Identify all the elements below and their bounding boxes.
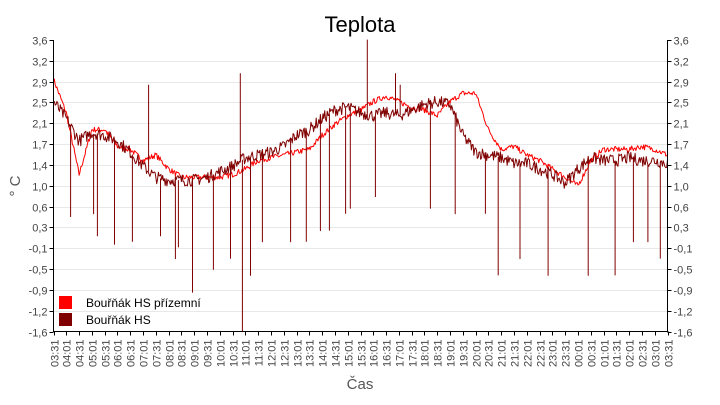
x-tick-label: 13:01 bbox=[293, 340, 305, 368]
x-tick-label: 05:01 bbox=[88, 340, 100, 368]
y-tick-label: 3,2 bbox=[32, 57, 47, 69]
legend-swatch-2 bbox=[59, 313, 72, 326]
y-tick-label: 2,5 bbox=[32, 98, 47, 110]
x-tick-label: 06:01 bbox=[113, 340, 125, 368]
x-tick-label: 23:31 bbox=[561, 340, 573, 368]
x-tick-label: 04:31 bbox=[75, 340, 87, 368]
y-tick-label: 1,7 bbox=[32, 140, 47, 152]
x-tick-label: 14:31 bbox=[331, 340, 343, 368]
y-tick-label-right: 2,5 bbox=[674, 98, 689, 110]
x-tick-label: 20:01 bbox=[472, 340, 484, 368]
x-axis-ticks: 03:31 04:01 04:31 05:01 05:31 06:01 06:31 07:01… bbox=[50, 331, 676, 368]
x-tick-label: 03:31 bbox=[50, 340, 62, 368]
x-tick-label: 19:01 bbox=[446, 340, 458, 368]
y-tick-label-right: -0,1 bbox=[674, 244, 693, 256]
x-tick-label: 20:31 bbox=[484, 340, 496, 368]
x-tick-label: 21:31 bbox=[510, 340, 522, 368]
gridlines bbox=[53, 61, 668, 312]
x-tick-label: 01:31 bbox=[612, 340, 624, 368]
series-line-bournak-hs bbox=[53, 39, 668, 332]
y-axis-label: ° C bbox=[7, 175, 24, 196]
y-tick-label-right: -1,2 bbox=[674, 307, 693, 319]
y-tick-label-right: 0,6 bbox=[674, 203, 689, 215]
x-tick-label: 00:31 bbox=[587, 340, 599, 368]
x-tick-label: 22:01 bbox=[523, 340, 535, 368]
y-tick-label-right: 3,6 bbox=[674, 36, 689, 48]
x-tick-label: 08:31 bbox=[177, 340, 189, 368]
legend-item-2[interactable]: Bouřňák HS bbox=[59, 313, 151, 327]
x-tick-label: 07:01 bbox=[139, 340, 151, 368]
x-tick-label: 23:01 bbox=[548, 340, 560, 368]
chart-title: Teplota bbox=[325, 12, 397, 37]
x-tick-label: 11:31 bbox=[254, 340, 266, 367]
y-tick-label-right: 1,0 bbox=[674, 182, 689, 194]
x-tick-label: 09:01 bbox=[190, 340, 202, 368]
x-tick-label: 06:31 bbox=[126, 340, 138, 368]
y-tick-label: -0,1 bbox=[29, 244, 48, 256]
x-tick-label: 12:01 bbox=[267, 340, 279, 368]
x-tick-label: 02:01 bbox=[625, 340, 637, 368]
legend: Bouřňák HS přízemní Bouřňák HS bbox=[59, 296, 201, 327]
legend-swatch-1 bbox=[59, 296, 72, 309]
x-tick-label: 18:01 bbox=[420, 340, 432, 368]
x-tick-label: 10:01 bbox=[216, 340, 228, 368]
y-tick-label: 0,6 bbox=[32, 203, 47, 215]
x-tick-label: 12:31 bbox=[280, 340, 292, 368]
y-tick-label: 3,6 bbox=[32, 36, 47, 48]
x-tick-label: 07:31 bbox=[152, 340, 164, 368]
x-tick-label: 17:01 bbox=[395, 340, 407, 368]
y-tick-label-right: 3,2 bbox=[674, 57, 689, 69]
x-axis-label: Čas bbox=[347, 376, 374, 393]
y-tick-label-right: 0,3 bbox=[674, 223, 689, 235]
y-tick-label-right: -0,5 bbox=[674, 265, 693, 277]
x-tick-label: 11:01 bbox=[241, 340, 253, 367]
series-lines bbox=[53, 39, 668, 332]
y-axis-ticks: 3,6 3,6 3,2 3,2 2,9 2,9 2,5 2,5 2,1 2,1 1,7 1,7 1,4 1… bbox=[29, 36, 693, 340]
y-tick-label-right: 1,7 bbox=[674, 140, 689, 152]
y-tick-label: -1,2 bbox=[29, 307, 48, 319]
x-tick-label: 09:31 bbox=[203, 340, 215, 368]
series-line-bournak-hs-prizemni bbox=[53, 78, 668, 186]
x-tick-label: 05:31 bbox=[101, 340, 113, 368]
y-tick-label: 2,9 bbox=[32, 78, 47, 90]
y-tick-label: -0,9 bbox=[29, 286, 48, 298]
x-tick-label: 21:01 bbox=[497, 340, 509, 368]
x-tick-label: 14:01 bbox=[318, 340, 330, 368]
y-tick-label-right: 2,1 bbox=[674, 119, 689, 131]
x-tick-label: 10:31 bbox=[229, 340, 241, 368]
x-tick-label: 19:31 bbox=[459, 340, 471, 368]
y-tick-label-right: 1,4 bbox=[674, 161, 689, 173]
y-tick-label: 2,1 bbox=[32, 119, 47, 131]
y-tick-label: 1,4 bbox=[32, 161, 47, 173]
x-tick-label: 13:31 bbox=[305, 340, 317, 368]
x-tick-label: 18:31 bbox=[433, 340, 445, 368]
x-tick-label: 04:01 bbox=[62, 340, 74, 368]
x-tick-label: 15:01 bbox=[344, 340, 356, 368]
legend-item-1[interactable]: Bouřňák HS přízemní bbox=[59, 296, 201, 310]
y-tick-label-right: 2,9 bbox=[674, 78, 689, 90]
x-tick-label: 03:01 bbox=[651, 340, 663, 368]
x-tick-label: 00:01 bbox=[574, 340, 586, 368]
y-tick-label: -0,5 bbox=[29, 265, 48, 277]
y-tick-label-right: -1,6 bbox=[674, 328, 693, 340]
x-tick-label: 01:01 bbox=[600, 340, 612, 368]
legend-label-2: Bouřňák HS bbox=[86, 313, 151, 327]
x-tick-label: 08:01 bbox=[165, 340, 177, 368]
y-tick-label: 0,3 bbox=[32, 223, 47, 235]
x-tick-label: 22:31 bbox=[536, 340, 548, 368]
y-tick-label-right: -0,9 bbox=[674, 286, 693, 298]
x-tick-label: 16:31 bbox=[382, 340, 394, 368]
y-tick-label: 1,0 bbox=[32, 182, 47, 194]
x-tick-label: 16:01 bbox=[369, 340, 381, 368]
legend-label-1: Bouřňák HS přízemní bbox=[86, 296, 201, 310]
x-tick-label: 15:31 bbox=[357, 340, 369, 368]
x-tick-label: 17:31 bbox=[408, 340, 420, 368]
x-tick-label: 02:31 bbox=[638, 340, 650, 368]
y-tick-label: -1,6 bbox=[29, 328, 48, 340]
axes bbox=[53, 40, 668, 332]
x-tick-label: 03:31 bbox=[664, 340, 676, 368]
